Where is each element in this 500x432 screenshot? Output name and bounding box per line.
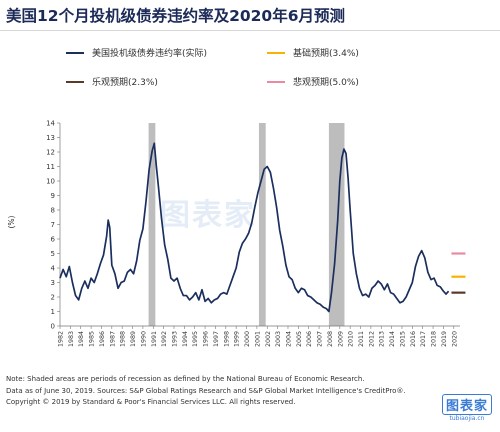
y-tick-label-0: 0 [51,323,55,331]
x-tick-label-27: 2009 [337,331,344,347]
logo-subtext: tubiaojia.cn [449,415,485,422]
x-tick-label-31: 2013 [379,331,386,347]
legend-swatch-actual [66,51,84,54]
x-tick-label-15: 1997 [213,331,220,347]
y-tick-label-2: 2 [51,294,55,302]
x-tick-label-17: 1999 [234,331,241,347]
x-tick-label-23: 2005 [296,331,303,347]
x-tick-label-2: 1984 [78,331,85,347]
x-tick-label-36: 2018 [431,331,438,347]
x-tick-label-26: 2008 [327,331,334,347]
legend-label-actual: 美国投机级债券违约率(实际) [92,49,208,59]
x-tick-label-12: 1994 [182,331,189,347]
y-tick-label-9: 9 [51,192,55,200]
x-tick-label-29: 2011 [358,331,365,347]
chart-notes: Note: Shaded areas are periods of recess… [6,374,426,409]
x-tick-label-5: 1987 [109,331,116,347]
legend-label-base: 基础预期(3.4%) [293,49,359,59]
legend-label-optimistic: 乐观预期(2.3%) [92,78,158,88]
x-tick-label-8: 1990 [140,331,147,347]
x-tick-label-21: 2003 [275,331,282,347]
recession-band-1 [258,123,266,326]
y-tick-label-7: 7 [51,221,55,229]
y-axis-label: (%) [7,215,16,228]
x-tick-label-24: 2006 [306,331,313,347]
page-title: 美国12个月投机级债券违约率及2020年6月预测 [6,7,345,25]
brand-logo: 图表家 tubiaojia.cn [441,394,492,422]
y-tick-label-13: 13 [46,134,55,142]
x-tick-label-20: 2002 [265,331,272,347]
x-tick-label-33: 2015 [399,331,406,347]
recession-band-0 [148,123,156,326]
y-tick-label-6: 6 [51,236,56,244]
legend-swatch-optimistic [66,80,84,83]
y-tick-label-1: 1 [51,308,55,316]
note-source: Data as of June 30, 2019. Sources: S&P G… [6,386,406,395]
x-tick-label-32: 2014 [389,331,396,347]
x-tick-label-28: 2010 [348,331,355,347]
y-tick-label-8: 8 [51,207,55,215]
logo-text: 图表家 [441,394,492,415]
x-tick-label-13: 1995 [192,331,199,347]
x-tick-label-19: 2001 [254,331,261,347]
x-tick-label-37: 2019 [441,331,448,347]
x-tick-label-38: 2020 [451,331,458,347]
x-tick-label-22: 2004 [285,331,292,347]
header-bar: 美国12个月投机级债券违约率及2020年6月预测 [0,0,500,31]
y-tick-label-14: 14 [46,120,55,128]
x-tick-label-11: 1993 [171,331,178,347]
legend-item-optimistic: 乐观预期(2.3%) [66,75,158,88]
note-copyright: Copyright © 2019 by Standard & Poor's Fi… [6,398,296,406]
x-tick-label-1: 1983 [68,331,75,347]
x-tick-label-4: 1986 [99,331,106,347]
y-tick-label-10: 10 [46,178,55,186]
y-tick-label-4: 4 [51,265,56,273]
x-tick-label-0: 1982 [58,331,65,347]
y-tick-label-11: 11 [46,163,55,171]
x-tick-label-14: 1996 [203,331,210,347]
legend-item-actual: 美国投机级债券违约率(实际) [66,46,207,59]
x-tick-label-35: 2017 [420,331,427,347]
x-tick-label-10: 1992 [161,331,168,347]
series-line-actual [59,142,450,313]
x-tick-label-3: 1985 [89,331,96,347]
legend-item-pessimistic: 悲观预期(5.0%) [267,75,359,88]
x-tick-label-7: 1989 [130,331,137,347]
y-tick-label-3: 3 [51,279,55,287]
legend-item-base: 基础预期(3.4%) [267,46,359,59]
y-tick-label-5: 5 [51,250,55,258]
x-tick-label-30: 2012 [368,331,375,347]
note-recession: Note: Shaded areas are periods of recess… [6,375,365,383]
legend-swatch-base [267,51,285,54]
x-tick-label-34: 2016 [410,331,417,347]
y-tick-label-12: 12 [46,149,55,157]
x-tick-label-9: 1991 [151,331,158,347]
x-tick-label-18: 2000 [244,331,251,347]
x-tick-label-25: 2007 [317,331,324,347]
legend-label-pessimistic: 悲观预期(5.0%) [293,78,359,88]
x-tick-label-16: 1998 [223,331,230,347]
legend-swatch-pessimistic [267,80,285,83]
x-tick-label-6: 1988 [120,331,127,347]
chart-legend: 美国投机级债券违约率(实际) 基础预期(3.4%) 乐观预期(2.3%) 悲观预… [0,0,500,100]
